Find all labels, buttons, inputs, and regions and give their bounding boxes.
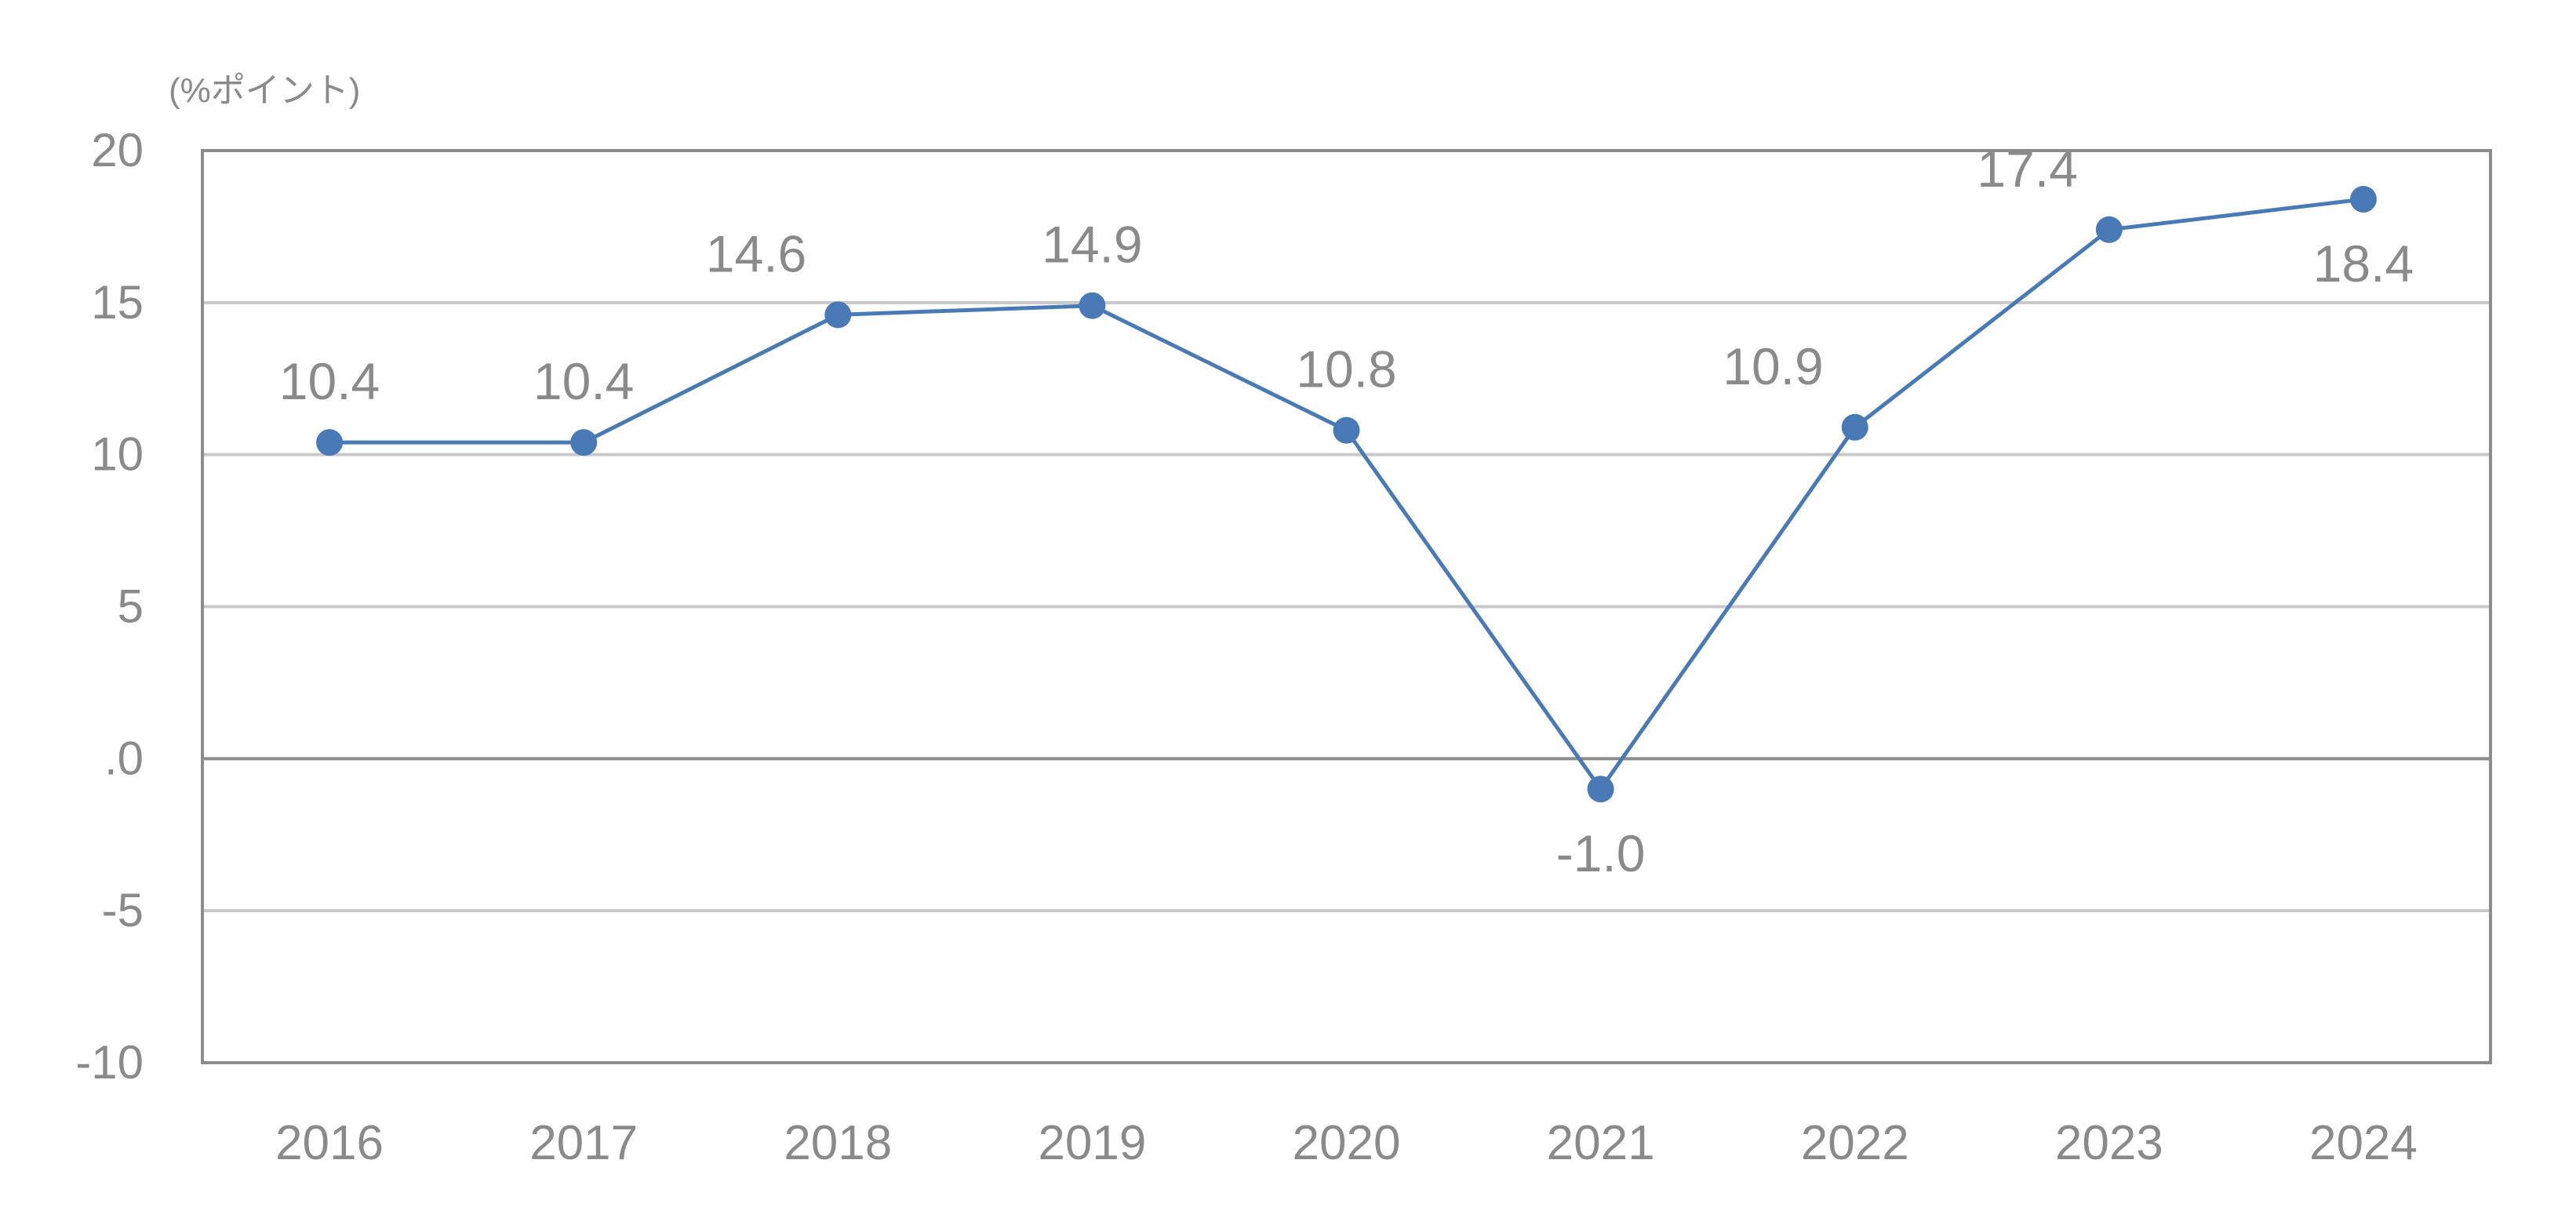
y-axis-unit-label: (%ポイント) — [169, 71, 360, 110]
x-tick-label: 2017 — [529, 1116, 638, 1170]
series-line — [316, 186, 2377, 803]
x-tick-label: 2020 — [1293, 1116, 1401, 1170]
x-tick-label: 2024 — [2309, 1116, 2418, 1170]
data-label: 10.4 — [533, 352, 634, 410]
series-polyline — [329, 197, 2364, 793]
data-label: 10.9 — [1723, 337, 1823, 395]
data-point — [824, 301, 852, 329]
data-point — [2349, 186, 2377, 213]
x-tick-label: 2018 — [784, 1116, 892, 1170]
y-tick-label: -5 — [102, 884, 144, 936]
data-point — [1587, 776, 1614, 803]
data-point — [570, 429, 598, 456]
data-point — [1841, 413, 1868, 441]
data-point — [1333, 416, 1360, 444]
data-point — [316, 429, 344, 456]
x-tick-label: 2016 — [275, 1116, 384, 1170]
y-tick-label: 5 — [118, 580, 144, 633]
y-tick-label: 20 — [91, 124, 144, 176]
data-point — [2095, 216, 2123, 243]
data-label: 10.8 — [1296, 340, 1396, 398]
plot-frame — [201, 149, 2492, 1064]
y-tick-label: 10 — [91, 428, 144, 481]
data-label: 10.4 — [279, 352, 380, 410]
x-tick-label: 2019 — [1038, 1116, 1146, 1170]
data-labels: 10.4 10.4 14.6 14.9 10.8 -1.0 10.9 17.4 18.4 — [279, 140, 2414, 882]
x-tick-label: 2023 — [2055, 1116, 2163, 1170]
data-label: 17.4 — [1977, 140, 2077, 198]
y-tick-label: 15 — [91, 276, 144, 329]
x-tick-label: 2022 — [1801, 1116, 1909, 1170]
data-label: 18.4 — [2313, 235, 2414, 293]
data-label: 14.6 — [706, 224, 806, 282]
y-tick-label: .0 — [104, 732, 144, 784]
y-tick-label: -10 — [75, 1036, 144, 1089]
x-tick-label: 2021 — [1547, 1116, 1655, 1170]
data-point — [1079, 292, 1106, 319]
data-label: 14.9 — [1042, 216, 1142, 274]
axes: 20 15 10 5 .0 -5 -10 2016 2017 2018 2019 2020 2021 20… — [75, 124, 2492, 1170]
data-label: -1.0 — [1556, 824, 1646, 882]
